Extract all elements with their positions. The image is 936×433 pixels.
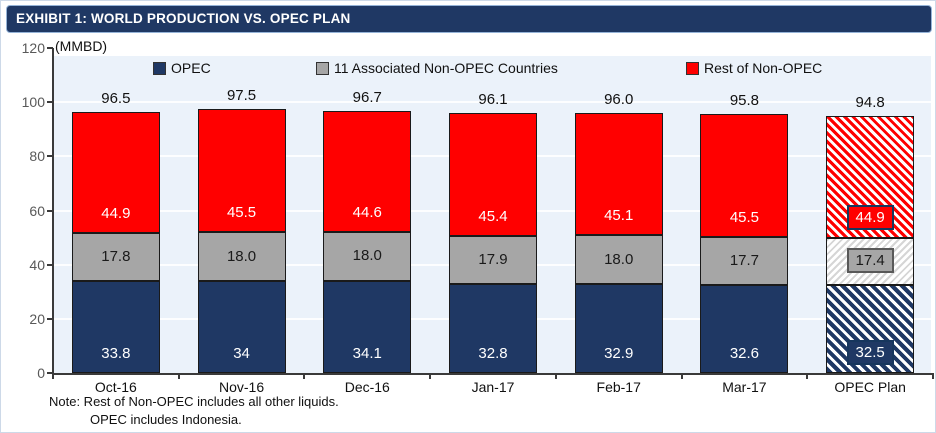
x-tick-mark-7 [932, 373, 934, 379]
bar-label-Jan-17-11 Associated Non-OPEC Countries: 17.9 [478, 250, 508, 268]
footnote-line-1: Note: Rest of Non-OPEC includes all othe… [49, 394, 339, 409]
bar-segment-Oct-16-11 Associated Non-OPEC Countries [71, 233, 160, 282]
y-tick-label-100: 100 [21, 94, 45, 111]
y-tick-mark-20 [47, 317, 53, 320]
y-tick-mark-0 [47, 372, 53, 374]
bar-segment-Mar-17-OPEC [700, 284, 789, 373]
y-tick-mark-40 [47, 263, 53, 266]
y-tick-mark-100 [47, 101, 53, 104]
exhibit-title-bar: EXHIBIT 1: WORLD PRODUCTION VS. OPEC PLA… [6, 5, 932, 33]
x-axis-label-Feb-17: Feb-17 [596, 379, 641, 395]
legend-label-OPEC: OPEC [171, 60, 211, 76]
bar-segment-Nov-16-Rest of Non-OPEC [197, 108, 286, 233]
footnote-line-2: OPEC includes Indonesia. [90, 412, 242, 427]
y-tick-mark-120 [47, 47, 53, 49]
total-label-Feb-17: 96.0 [604, 91, 634, 108]
x-axis-label-Nov-16: Nov-16 [218, 379, 265, 395]
x-axis-label-Dec-16: Dec-16 [344, 379, 390, 395]
legend-label-Rest of Non-OPEC: Rest of Non-OPEC [704, 60, 823, 76]
x-axis-label-OPEC Plan: OPEC Plan [834, 379, 906, 395]
bar-segment-Jan-17-Rest of Non-OPEC [449, 112, 537, 236]
bar-label-Jan-17-Rest of Non-OPEC: 45.4 [478, 207, 508, 225]
bar-label-OPEC Plan-OPEC: 32.5 [810, 340, 930, 365]
bar-segment-Dec-16-11 Associated Non-OPEC Countries [323, 231, 412, 281]
x-tick-mark-0 [52, 373, 54, 379]
bar-label-Mar-17-OPEC: 32.6 [729, 345, 760, 362]
axis-units-label: (MMBD) [55, 38, 108, 54]
bar-segment-Jan-17-OPEC [449, 284, 537, 373]
bar-label-OPEC Plan-Rest of Non-OPEC: 44.9 [810, 204, 930, 230]
legend-swatch-Rest of Non-OPEC [686, 62, 699, 75]
x-axis-line [52, 373, 933, 375]
x-tick-mark-3 [429, 373, 432, 379]
bar-label-Feb-17-Rest of Non-OPEC: 45.1 [604, 207, 634, 225]
legend-label-11 Associated Non-OPEC Countries: 11 Associated Non-OPEC Countries [334, 60, 558, 76]
total-label-Mar-17: 95.8 [729, 91, 760, 109]
x-tick-mark-1 [177, 373, 180, 379]
bar-label-Oct-16-OPEC: 33.8 [101, 345, 131, 362]
x-axis-label-Oct-16: Oct-16 [94, 379, 137, 395]
bar-segment-Dec-16-Rest of Non-OPEC [323, 111, 412, 232]
bar-label-Nov-16-OPEC: 34 [233, 345, 250, 362]
bar-segment-Nov-16-OPEC [197, 280, 286, 373]
bar-label-Dec-16-OPEC: 34.1 [352, 345, 382, 362]
bar-label-Jan-17-OPEC: 32.8 [478, 345, 508, 362]
x-axis-label-Jan-17: Jan-17 [471, 379, 515, 395]
total-label-Dec-16: 96.7 [352, 89, 382, 107]
bar-segment-Feb-17-OPEC [574, 283, 663, 373]
y-axis-line [52, 48, 54, 374]
bar-label-Dec-16-11 Associated Non-OPEC Countries: 18.0 [352, 247, 382, 265]
total-label-OPEC Plan: 94.8 [855, 94, 885, 112]
bar-label-Oct-16-11 Associated Non-OPEC Countries: 17.8 [101, 248, 131, 266]
bar-label-Feb-17-11 Associated Non-OPEC Countries: 18.0 [604, 250, 634, 268]
bar-label-Feb-17-OPEC: 32.9 [604, 345, 634, 362]
bar-label-Dec-16-Rest of Non-OPEC: 44.6 [352, 203, 382, 221]
gridline-100 [53, 101, 931, 104]
y-tick-label-20: 20 [29, 310, 45, 327]
bar-label-Nov-16-Rest of Non-OPEC: 45.5 [226, 204, 257, 222]
bar-label-Oct-16-Rest of Non-OPEC: 44.9 [101, 205, 131, 223]
bar-label-box: 32.5 [846, 340, 894, 365]
bar-label-Nov-16-11 Associated Non-OPEC Countries: 18.0 [226, 247, 257, 265]
total-label-Jan-17: 96.1 [478, 90, 508, 108]
y-tick-label-80: 80 [29, 148, 45, 165]
y-tick-label-120: 120 [21, 40, 45, 56]
total-label-Nov-16: 97.5 [226, 86, 257, 104]
x-axis-label-Mar-17: Mar-17 [722, 379, 767, 395]
bar-segment-Feb-17-Rest of Non-OPEC [574, 113, 663, 236]
bar-label-Mar-17-11 Associated Non-OPEC Countries: 17.7 [729, 251, 760, 269]
total-label-Oct-16: 96.5 [101, 89, 131, 107]
bar-segment-OPEC Plan-OPEC [826, 284, 915, 373]
bar-segment-Dec-16-OPEC [323, 280, 412, 373]
y-tick-mark-60 [47, 209, 53, 212]
y-tick-label-40: 40 [29, 256, 45, 273]
bar-segment-Mar-17-Rest of Non-OPEC [700, 113, 789, 237]
x-tick-mark-5 [680, 373, 683, 379]
bar-segment-Jan-17-11 Associated Non-OPEC Countries [449, 235, 537, 285]
x-tick-mark-4 [554, 373, 557, 379]
y-tick-label-60: 60 [29, 202, 45, 219]
bar-segment-Oct-16-Rest of Non-OPEC [71, 111, 160, 234]
x-tick-mark-6 [806, 373, 809, 379]
bar-segment-Oct-16-OPEC [71, 281, 160, 373]
bar-segment-Mar-17-11 Associated Non-OPEC Countries [700, 236, 789, 285]
bar-segment-Nov-16-11 Associated Non-OPEC Countries [197, 232, 286, 281]
y-tick-label-0: 0 [37, 365, 45, 381]
legend-swatch-OPEC [153, 62, 166, 75]
bar-label-OPEC Plan-11 Associated Non-OPEC Countries: 17.4 [810, 248, 930, 274]
legend-swatch-11 Associated Non-OPEC Countries [316, 62, 329, 75]
x-tick-mark-2 [303, 373, 306, 379]
bar-segment-Feb-17-11 Associated Non-OPEC Countries [574, 235, 663, 284]
bar-label-box: 17.4 [846, 248, 894, 274]
y-tick-mark-80 [47, 155, 53, 158]
bar-label-box: 44.9 [846, 204, 894, 230]
bar-label-Mar-17-Rest of Non-OPEC: 45.5 [729, 208, 760, 226]
